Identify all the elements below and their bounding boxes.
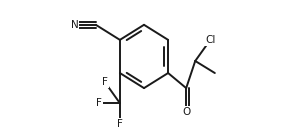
- Text: F: F: [102, 77, 108, 87]
- Text: F: F: [117, 119, 123, 129]
- Text: O: O: [182, 107, 190, 117]
- Text: F: F: [96, 98, 102, 108]
- Text: N: N: [71, 20, 79, 30]
- Text: Cl: Cl: [205, 35, 215, 45]
